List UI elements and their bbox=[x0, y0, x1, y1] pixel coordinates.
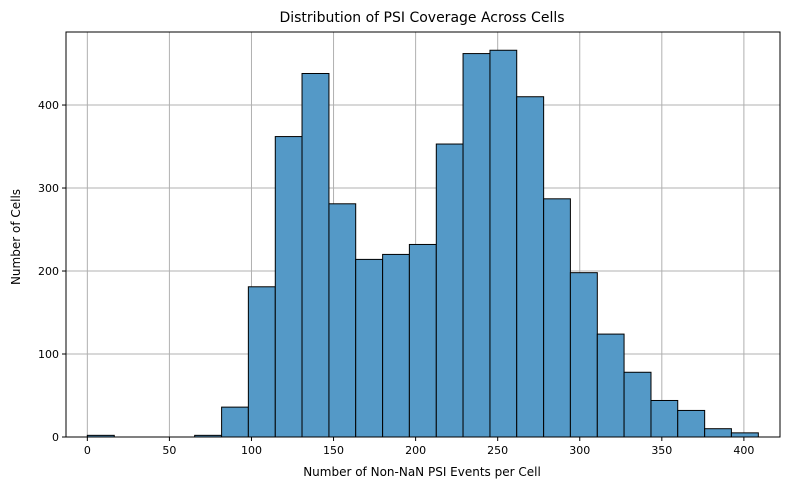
x-tick-label: 350 bbox=[651, 444, 672, 457]
bars bbox=[86, 49, 759, 438]
y-tick-label: 0 bbox=[52, 431, 59, 444]
histogram-bar bbox=[596, 333, 625, 438]
histogram-bar bbox=[462, 53, 491, 438]
histogram-bar bbox=[301, 72, 330, 438]
histogram-bar bbox=[569, 272, 598, 438]
y-axis-ticks: 0 100 200 300 400 bbox=[38, 99, 66, 444]
x-tick-label: 150 bbox=[323, 444, 344, 457]
chart-title: Distribution of PSI Coverage Across Cell… bbox=[279, 10, 564, 26]
histogram-bar bbox=[543, 198, 571, 438]
plot-frame bbox=[65, 31, 781, 438]
histogram-bar bbox=[221, 406, 249, 438]
histogram-bar bbox=[650, 399, 679, 438]
x-tick-label: 100 bbox=[241, 444, 262, 457]
histogram-bar bbox=[382, 253, 410, 438]
y-tick-label: 200 bbox=[38, 265, 59, 278]
histogram-bar bbox=[355, 258, 384, 438]
y-tick-label: 300 bbox=[38, 182, 59, 195]
x-axis-ticks: 0 50 100 150 200 250 300 350 400 bbox=[84, 437, 754, 457]
histogram-bar bbox=[489, 49, 518, 438]
x-tick-label: 0 bbox=[84, 444, 91, 457]
x-tick-label: 300 bbox=[569, 444, 590, 457]
y-axis-label: Number of Cells bbox=[9, 189, 23, 285]
histogram-bar bbox=[274, 136, 303, 438]
histogram-bar bbox=[730, 432, 759, 438]
histogram-bar bbox=[435, 143, 464, 438]
histogram-bar bbox=[247, 286, 276, 438]
histogram-bar bbox=[704, 428, 732, 438]
y-tick-label: 100 bbox=[38, 348, 59, 361]
x-tick-label: 200 bbox=[405, 444, 426, 457]
x-axis-label: Number of Non-NaN PSI Events per Cell bbox=[303, 465, 541, 479]
x-tick-label: 50 bbox=[162, 444, 176, 457]
x-tick-label: 250 bbox=[487, 444, 508, 457]
x-tick-label: 400 bbox=[733, 444, 754, 457]
histogram-bar bbox=[623, 371, 652, 438]
histogram-bar bbox=[328, 203, 357, 438]
histogram-bar bbox=[677, 409, 706, 438]
histogram-bar bbox=[408, 243, 437, 438]
histogram-bar bbox=[516, 96, 545, 438]
y-tick-label: 400 bbox=[38, 99, 59, 112]
